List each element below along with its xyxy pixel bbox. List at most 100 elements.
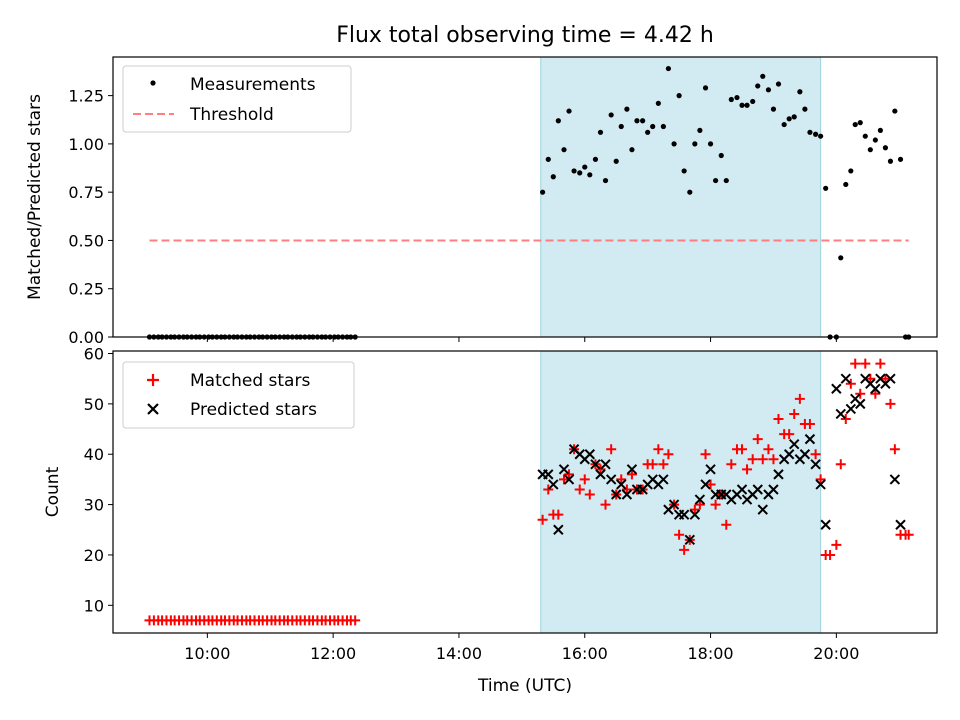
measurements-point xyxy=(592,156,599,162)
count-x-tick-label: 16:00 xyxy=(562,644,608,663)
count-x-tick-label: 12:00 xyxy=(310,644,356,663)
count-legend-box xyxy=(122,361,355,429)
measurements-point xyxy=(618,123,624,130)
predicted-stars-point xyxy=(831,383,842,394)
predicted-stars-point xyxy=(548,479,559,490)
measurements-point xyxy=(857,120,863,126)
matched-stars-point xyxy=(674,529,685,540)
ratio-y-tick-label: 1.25 xyxy=(68,87,104,106)
count-y-tick-label: 50 xyxy=(84,395,104,414)
matched-stars-point xyxy=(553,509,564,520)
matched-stars-point xyxy=(653,444,664,455)
matched-stars-point xyxy=(350,615,361,626)
measurements-point xyxy=(650,123,656,130)
ratio-y-axis-label: Matched/Predicted stars xyxy=(25,94,45,300)
predicted-stars-point xyxy=(736,484,748,495)
matched-stars-point xyxy=(658,459,669,470)
measurements-point xyxy=(608,112,614,118)
measurements-point xyxy=(838,255,844,261)
predicted-stars-point xyxy=(563,474,575,485)
measurements-point xyxy=(786,116,792,122)
measurements-point xyxy=(687,189,693,195)
predicted-stars-point xyxy=(789,438,800,450)
matched-stars-point xyxy=(595,464,606,475)
measurements-point xyxy=(571,168,577,174)
measurements-point xyxy=(770,106,777,112)
predicted-stars-point xyxy=(658,474,669,485)
measurements-point xyxy=(561,147,567,153)
measurements-point xyxy=(566,108,572,114)
predicted-stars-point xyxy=(600,459,611,470)
matched-stars-point xyxy=(705,479,716,490)
predicted-stars-point xyxy=(610,489,622,500)
predicted-stars-point xyxy=(678,509,690,520)
measurements-point xyxy=(775,81,782,87)
ratio-observing-window xyxy=(540,56,822,338)
matched-stars-point xyxy=(742,464,753,475)
matched-stars-point xyxy=(679,544,690,555)
predicted-stars-point xyxy=(870,383,881,394)
predicted-stars-point xyxy=(757,504,768,515)
count-y-tick-label: 40 xyxy=(84,445,104,464)
measurements-point xyxy=(765,87,772,93)
ratio-legend: Measurements Threshold xyxy=(122,65,352,133)
measurements-point xyxy=(613,158,619,164)
predicted-stars-point xyxy=(768,484,779,495)
matched-stars-point xyxy=(855,388,866,399)
matched-stars-point xyxy=(600,499,611,510)
matched-stars-point xyxy=(810,449,821,460)
measurements-point xyxy=(744,102,750,108)
predicted-stars-point xyxy=(605,474,617,485)
matched-stars-point xyxy=(663,449,674,460)
matched-stars-point xyxy=(710,499,721,510)
predicted-stars-point xyxy=(705,464,716,475)
matched-stars-point xyxy=(747,454,758,465)
count-y-tick-label: 10 xyxy=(84,596,104,615)
matched-stars-point xyxy=(850,358,861,369)
predicted-stars-point xyxy=(799,449,811,460)
matched-stars-legend-marker xyxy=(147,374,159,386)
measurements-point xyxy=(665,65,672,72)
measurements-point xyxy=(712,177,719,184)
measurements-point xyxy=(602,177,609,184)
matched-stars-point xyxy=(794,393,805,404)
measurements-point xyxy=(760,73,766,79)
matched-stars-point xyxy=(700,449,711,460)
measurements-point xyxy=(882,145,889,151)
matched-stars-point xyxy=(889,444,900,455)
measurements-point xyxy=(697,127,703,133)
x-axis-label: Time (UTC) xyxy=(477,676,572,696)
predicted-stars-legend-marker xyxy=(147,403,159,415)
predicted-stars-point xyxy=(820,519,831,530)
measurements-point xyxy=(802,106,808,112)
matched-stars-point xyxy=(721,519,732,530)
predicted-stars-point xyxy=(668,499,680,510)
measurements-point xyxy=(739,102,745,108)
predicted-stars-point xyxy=(553,524,564,535)
matched-stars-point xyxy=(845,378,856,389)
measurements-point xyxy=(848,168,854,174)
measurements-point xyxy=(681,168,687,174)
matched-stars-point xyxy=(694,499,705,510)
measurements-point xyxy=(813,131,819,137)
predicted-stars-point xyxy=(752,484,763,495)
predicted-stars-point xyxy=(684,534,696,546)
measurements-point xyxy=(655,100,661,106)
matched-stars-point xyxy=(831,539,842,550)
measurements-point xyxy=(540,189,546,195)
predicted-stars-point xyxy=(885,373,896,384)
count-y-tick-label: 30 xyxy=(84,496,104,515)
measurements-point xyxy=(640,118,646,124)
matched-stars-point xyxy=(574,484,585,495)
measurements-point xyxy=(624,106,630,112)
measurements-point xyxy=(867,147,873,153)
matched-stars-point xyxy=(579,474,590,485)
matched-stars-point xyxy=(773,413,784,424)
chart-title: Flux total observing time = 4.42 h xyxy=(336,23,714,48)
predicted-stars-point xyxy=(700,479,711,490)
measurements-point xyxy=(702,85,709,91)
matched-stars-point xyxy=(865,373,876,384)
predicted-stars-point xyxy=(694,494,706,505)
matched-stars-point xyxy=(558,474,569,485)
